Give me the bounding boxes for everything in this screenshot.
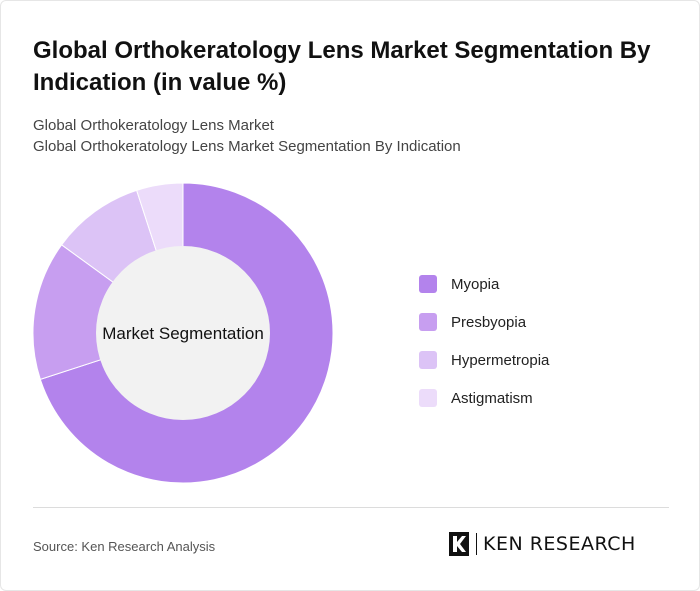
- legend-item-myopia: Myopia: [419, 265, 679, 303]
- legend-item-hypermetropia: Hypermetropia: [419, 341, 679, 379]
- legend-swatch: [419, 351, 437, 369]
- subtitle-line-1: Global Orthokeratology Lens Market: [33, 117, 274, 134]
- source-note: Source: Ken Research Analysis: [33, 539, 216, 554]
- brand-name: KEN RESEARCH: [483, 533, 636, 555]
- legend-label: Astigmatism: [451, 389, 533, 407]
- legend-swatch: [419, 275, 437, 293]
- legend-label: Myopia: [451, 275, 500, 293]
- chart-title: Global Orthokeratology Lens Market Segme…: [33, 37, 651, 96]
- donut-chart: Market Segmentation: [32, 182, 334, 484]
- footer-divider: [33, 507, 669, 508]
- legend-label: Presbyopia: [451, 313, 527, 331]
- legend-item-presbyopia: Presbyopia: [419, 303, 679, 341]
- legend-swatch: [419, 313, 437, 331]
- legend-label: Hypermetropia: [451, 351, 550, 369]
- brand-separator: [476, 533, 477, 555]
- chart-legend: Myopia Presbyopia Hypermetropia Astigmatism: [419, 265, 679, 417]
- legend-swatch: [419, 389, 437, 407]
- legend-item-astigmatism: Astigmatism: [419, 379, 679, 417]
- center-label: Market Segmentation: [102, 324, 264, 343]
- chart-subtitle: Global Orthokeratology Lens Market Globa…: [33, 115, 673, 157]
- brand-logo: KEN RESEARCH: [448, 531, 636, 557]
- donut-center: [96, 246, 270, 420]
- ken-research-logo-icon: [449, 532, 469, 556]
- subtitle-line-2: Global Orthokeratology Lens Market Segme…: [33, 138, 461, 155]
